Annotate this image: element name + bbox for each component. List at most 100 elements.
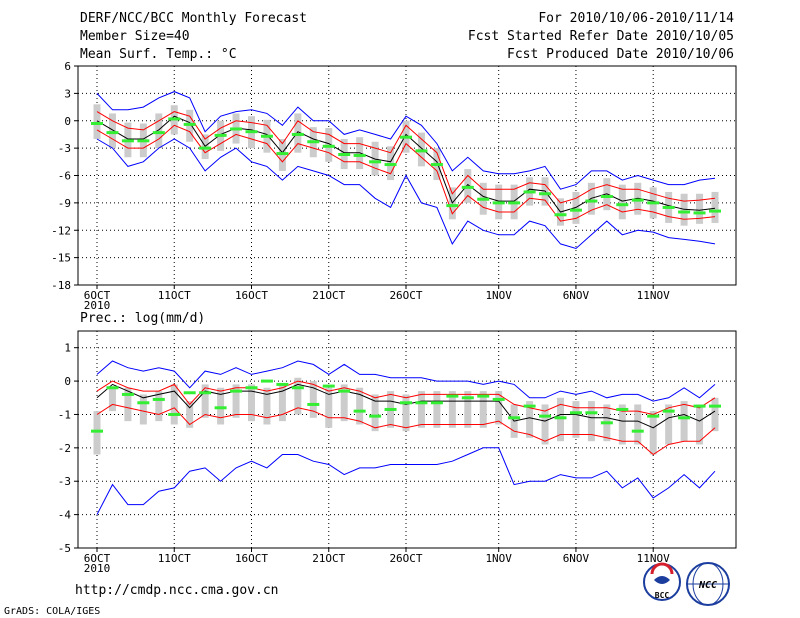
precip-box (448, 391, 456, 428)
precip-box (201, 384, 209, 418)
precip-box (340, 384, 348, 422)
precip-line-lower (96, 403, 716, 456)
precip-ytick-label: 0 (64, 375, 71, 388)
precip-median-mark (415, 401, 428, 405)
temp-ytick-label: -18 (51, 279, 71, 292)
precip-box (526, 401, 534, 438)
precip-box (309, 381, 317, 418)
temp-median-mark (616, 203, 629, 207)
precip-ytick-label: -4 (58, 509, 72, 522)
figure-title: DERF/NCC/BCC Monthly Forecast (80, 11, 307, 26)
precip-median-mark (616, 407, 629, 411)
temp-median-mark (152, 131, 165, 135)
precip-line-min (96, 447, 716, 515)
temp-median-mark (276, 152, 289, 156)
precip-median-mark (539, 414, 552, 418)
precip-box (433, 391, 441, 428)
precip-box (155, 391, 163, 422)
temp-median-mark (137, 139, 150, 143)
temp-median-mark (662, 205, 675, 209)
precip-median-mark (384, 407, 397, 411)
precip-box (634, 404, 642, 445)
temp-median-mark (477, 197, 490, 201)
precip-box (618, 404, 626, 445)
precip-box (479, 391, 487, 428)
forecast-period: For 2010/10/06-2010/11/14 (538, 11, 734, 26)
temp-median-mark (260, 134, 273, 138)
precip-box (495, 391, 503, 425)
precip-year-label: 2010 (84, 562, 111, 575)
temp-median-mark (585, 199, 598, 203)
temp-line-min (96, 138, 716, 250)
precip-xtick-label: 16OCT (235, 552, 268, 565)
precip-box (108, 387, 116, 412)
temp-median-mark (415, 149, 428, 153)
precip-box (217, 387, 225, 425)
precip-box (232, 384, 240, 418)
temp-median-mark (91, 121, 103, 125)
bcc-logo: BCC (643, 562, 681, 601)
precip-box (371, 394, 379, 432)
precip-median-mark (353, 409, 366, 413)
temp-median-mark (322, 144, 335, 148)
precip-box (93, 411, 101, 455)
temp-median-mark (291, 132, 304, 136)
precip-median-mark (662, 409, 675, 413)
temp-line-lower (96, 124, 716, 222)
temp-median-mark (384, 163, 397, 167)
precip-box (139, 394, 147, 425)
temp-ytick-label: -9 (58, 197, 71, 210)
grads-credit: GrADS: COLA/IGES (4, 606, 100, 617)
precip-xtick-label: 6NOV (563, 552, 590, 565)
precipitation-panel: 1 0 -1 -2 -3 -4 -5 6OCT 11OCT 16OCT 21OCT 26OCT 1NOV… (58, 330, 737, 575)
temp-median-mark (183, 122, 196, 126)
precip-ytick-label: -1 (58, 408, 71, 421)
temp-median-mark (678, 210, 691, 214)
temp-xtick-label: 6OCT (84, 289, 111, 302)
precip-median-mark (430, 401, 443, 405)
precip-median-mark (678, 416, 691, 420)
precip-ytick-label: -2 (58, 442, 71, 455)
source-url[interactable]: http://cmdp.ncc.cma.gov.cn (75, 583, 279, 598)
precip-xtick-label: 11NOV (637, 552, 670, 565)
temp-median-mark (446, 204, 459, 208)
precip-median-mark (585, 411, 598, 415)
temp-ytick-label: -15 (51, 252, 71, 265)
precip-median-mark (523, 404, 536, 408)
precip-median-mark (91, 429, 103, 433)
precip-box (186, 401, 194, 428)
temp-median-mark (353, 153, 366, 157)
temp-ytick-label: 0 (64, 115, 71, 128)
temp-ytick-label: 6 (64, 60, 71, 73)
precip-median-mark (477, 394, 490, 398)
precip-box (665, 404, 673, 445)
temp-median-mark (508, 201, 521, 205)
precip-median-mark (508, 416, 521, 420)
temp-xtick-label: 11OCT (158, 289, 191, 302)
temp-median-mark (400, 135, 412, 139)
temp-ytick-label: -3 (58, 142, 71, 155)
temp-median-mark (168, 117, 181, 121)
temp-box (155, 113, 163, 149)
precip-xtick-label: 1NOV (485, 552, 512, 565)
temp-box (108, 113, 116, 149)
precip-median-mark (183, 391, 196, 395)
precip-panel-title: Prec.: log(mm/d) (80, 311, 205, 326)
precip-median-mark (199, 391, 212, 395)
temp-median-mark (245, 130, 258, 134)
precip-box (124, 387, 132, 422)
precip-box (278, 384, 286, 422)
temp-xtick-label: 16OCT (235, 289, 268, 302)
precip-box (294, 377, 302, 415)
temp-line-upper (96, 111, 716, 204)
precip-median-mark (492, 397, 505, 401)
precip-box (680, 401, 688, 442)
precip-median-mark (260, 379, 273, 383)
fcst-produced-date: Fcst Produced Date 2010/10/06 (507, 47, 734, 62)
precip-median-mark (600, 421, 613, 425)
precip-median-mark (631, 429, 644, 433)
precip-xtick-label: 6OCT (84, 552, 111, 565)
temp-median-mark (523, 190, 536, 194)
precip-median-mark (554, 416, 567, 420)
temp-ytick-label: -12 (51, 224, 71, 237)
